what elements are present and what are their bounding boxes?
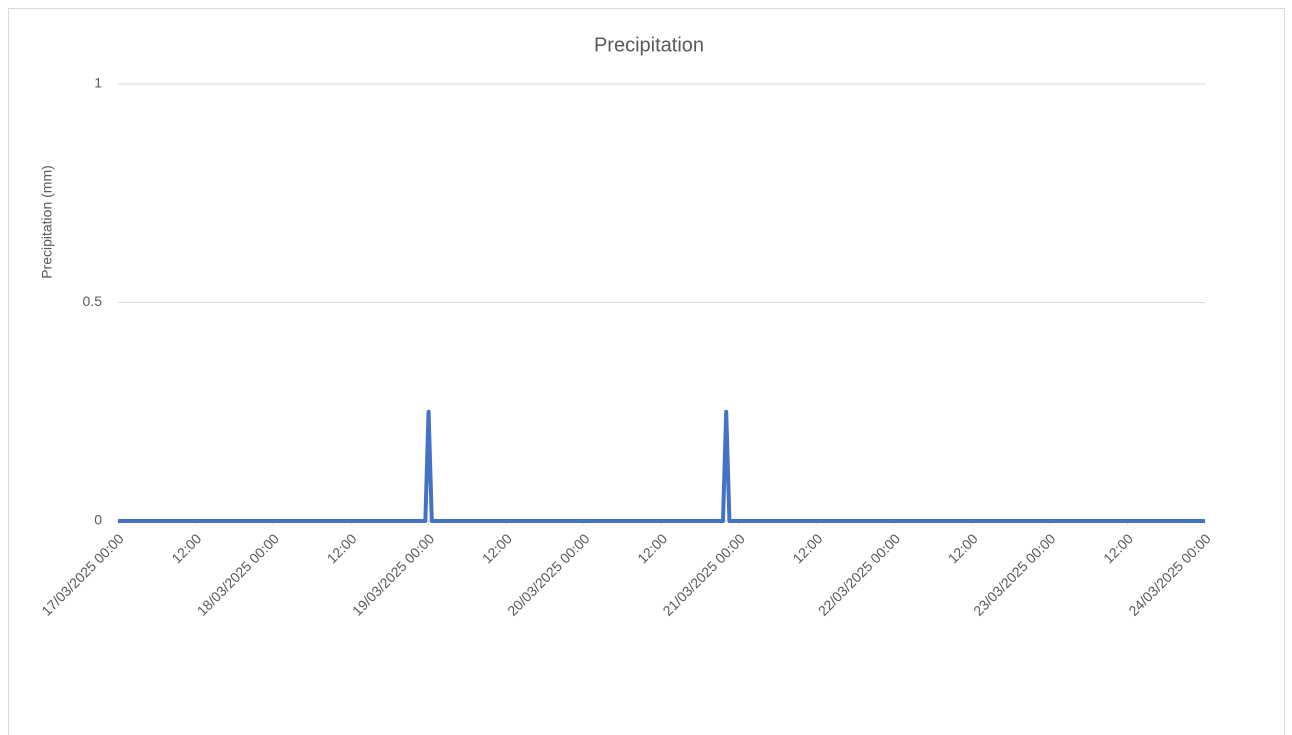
chart-frame <box>8 8 1285 735</box>
y-axis-label: Precipitation (mm) <box>39 165 55 279</box>
y-tick-label: 0 <box>94 512 102 528</box>
chart-title: Precipitation <box>594 34 704 56</box>
y-tick-label: 1 <box>94 75 102 91</box>
y-tick-label: 0.5 <box>83 293 103 309</box>
data-line <box>118 409 1205 523</box>
